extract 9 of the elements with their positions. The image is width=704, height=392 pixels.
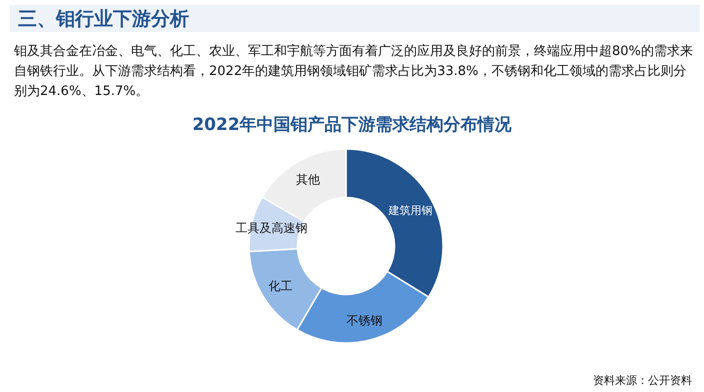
slice-label: 不锈钢 [346,313,383,328]
slice-label: 其他 [296,172,320,186]
slice-label: 建筑用钢 [387,204,432,218]
text: 钼及其合金在冶金、电气、化工、农业、军工和宇航等方面有着广泛的应用及良好的前景，终端应用中超80%的需求来自钢铁行业。从下游需求结构看，2022年的建筑用钢领域钼矿需求占比为33.8%，不锈钢和化工领域的需求占比则分别为24.6%、15.7%。 [14,43,694,101]
chart-subtitle: 三、钼行业下游分析 [18,7,189,32]
slice-label: 化工 [268,279,293,294]
chart-title: 2022年中国钼产品下游需求结构分布情况 [192,115,513,135]
slice-label: 工具及高速钢 [235,221,308,236]
text: 资料来源：公开资料 [593,373,692,388]
